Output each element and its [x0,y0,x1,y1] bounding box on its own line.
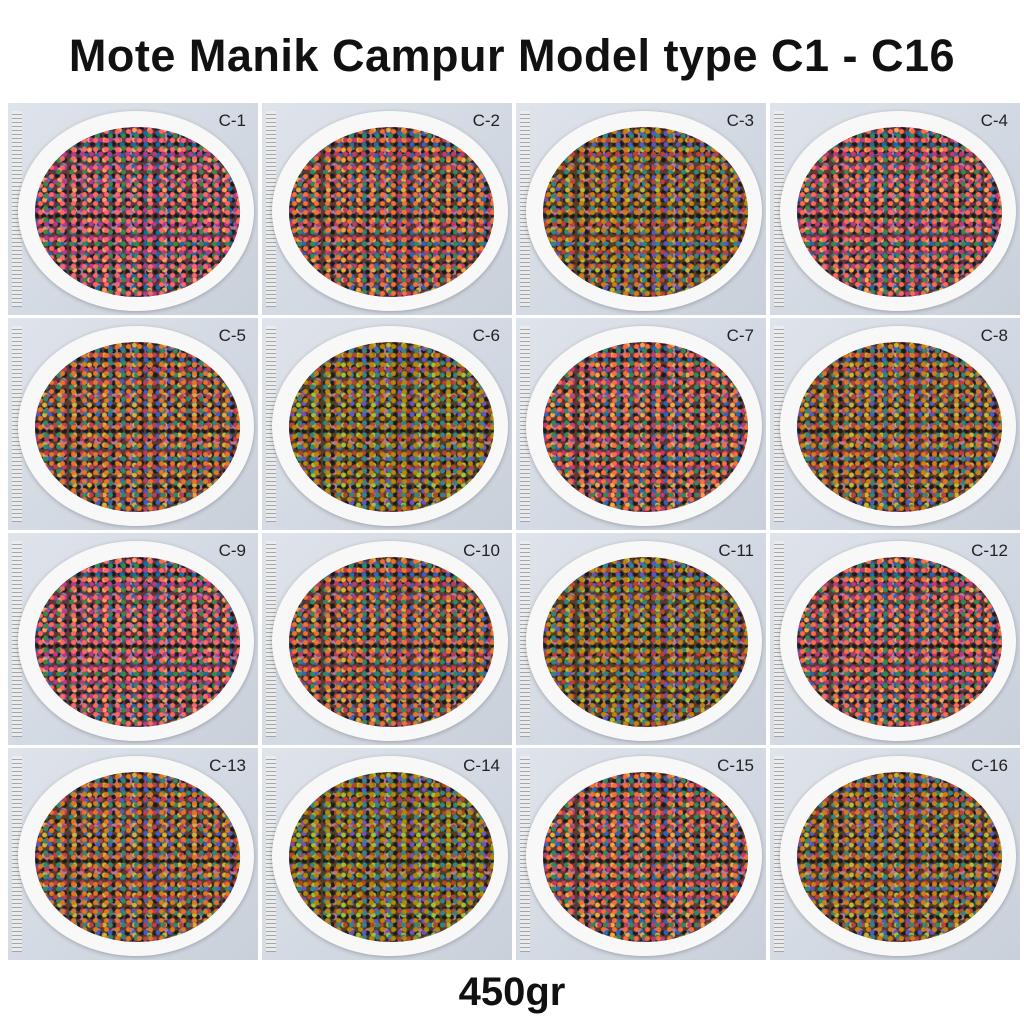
plate [18,756,254,956]
beads [542,772,748,942]
plate [272,756,508,956]
tile-label: C-16 [971,756,1008,775]
plate [780,111,1016,311]
product-tile: C-14 [262,748,512,960]
ruler [12,756,22,952]
beads [796,127,1002,297]
plate [526,756,762,956]
tile-label: C-12 [971,541,1008,560]
tile-label: C-1 [218,111,246,130]
ruler [12,326,22,522]
ruler [774,111,784,307]
tile-label: C-11 [718,541,754,560]
plate [18,111,254,311]
product-tile: C-16 [770,748,1020,960]
tile-label: C-4 [980,111,1008,130]
beads [796,342,1002,512]
ruler [520,541,530,737]
beads [34,772,240,942]
plate [272,111,508,311]
tile-label: C-6 [472,326,500,345]
ruler [266,111,276,307]
tile-label: C-8 [980,326,1008,345]
ruler [12,541,22,737]
ruler [266,541,276,737]
tile-label: C-9 [218,541,246,560]
beads [796,772,1002,942]
tile-label: C-15 [717,756,754,775]
product-tile: C-8 [770,318,1020,530]
beads [288,342,494,512]
ruler [266,756,276,952]
product-tile: C-10 [262,533,512,745]
product-tile: C-11 [516,533,766,745]
plate [272,326,508,526]
beads [542,557,748,727]
plate [780,541,1016,741]
plate [526,111,762,311]
ruler [266,326,276,522]
beads [34,557,240,727]
product-tile: C-2 [262,103,512,315]
product-tile: C-12 [770,533,1020,745]
tile-label: C-10 [463,541,500,560]
ruler [520,326,530,522]
product-tile: C-9 [8,533,258,745]
weight: 450gr [458,970,566,1014]
tile-label: C-14 [463,756,500,775]
tile-label: C-3 [726,111,754,130]
ruler [520,756,530,952]
product-tile: C-5 [8,318,258,530]
beads [34,127,240,297]
ruler [520,111,530,307]
beads [796,557,1002,727]
plate [780,326,1016,526]
tile-label: C-5 [218,326,246,345]
product-tile: C-13 [8,748,258,960]
tile-label: C-2 [472,111,500,130]
product-tile: C-4 [770,103,1020,315]
title: Mote Manik Campur Model type C1 - C16 [68,30,956,81]
plate [272,541,508,741]
ruler [774,756,784,952]
product-tile: C-7 [516,318,766,530]
beads [288,127,494,297]
beads [288,772,494,942]
product-tile: C-15 [516,748,766,960]
product-tile: C-6 [262,318,512,530]
plate [526,326,762,526]
ruler [774,541,784,737]
plate [18,541,254,741]
ruler [12,111,22,307]
ruler [774,326,784,522]
plate [780,756,1016,956]
product-tile: C-3 [516,103,766,315]
tile-label: C-13 [209,756,246,775]
beads [288,557,494,727]
product-tile: C-1 [8,103,258,315]
beads [542,342,748,512]
plate [18,326,254,526]
beads [542,127,748,297]
plate [526,541,762,741]
beads [34,342,240,512]
product-grid: C-1 C-2 C-3 C-4 C-5 C-6 C-7 C-8 C-9 C-10 C-11 C-12 C… [8,103,1020,963]
tile-label: C-7 [726,326,754,345]
